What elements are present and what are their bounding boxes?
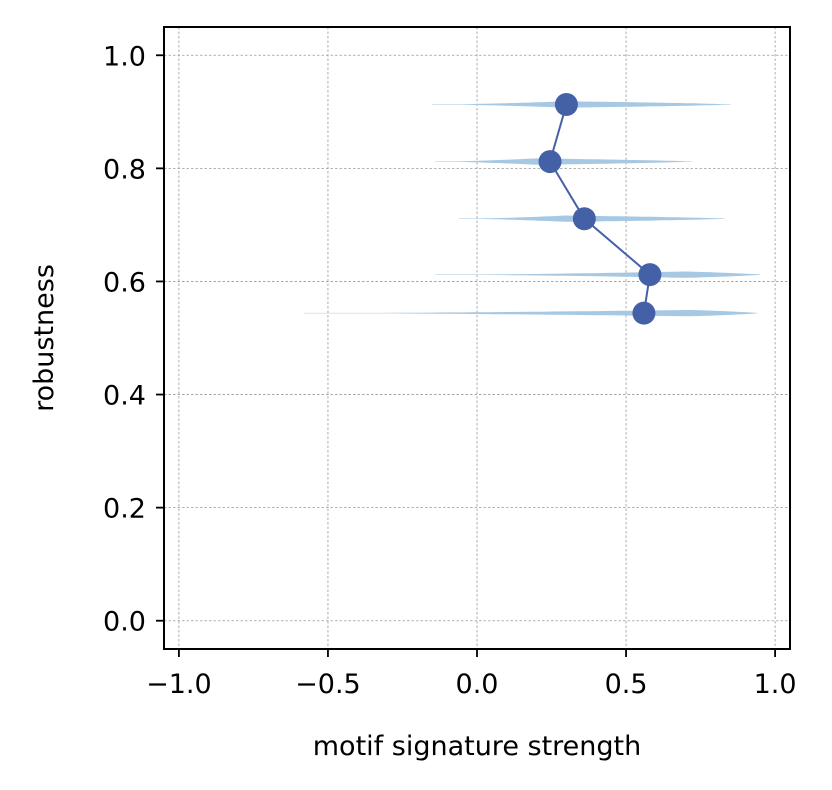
y-tick-label: 0.4 (103, 381, 146, 412)
distribution-violin (435, 158, 692, 165)
data-point (572, 207, 596, 231)
x-axis-title: motif signature strength (313, 731, 641, 762)
y-axis-title: robustness (29, 264, 60, 412)
data-point (538, 150, 562, 174)
x-tick-label: −0.5 (295, 669, 361, 700)
distribution-violin (432, 101, 731, 108)
x-tick-label: −1.0 (146, 669, 212, 700)
y-tick-label: 0.2 (103, 494, 146, 525)
x-tick-label: 0.5 (605, 669, 648, 700)
axis-ticks: −1.0 −0.5 0.0 0.5 1.0 0.0 0.2 0.4 0.6 0.8 1.0 (103, 41, 797, 700)
x-tick-label: 1.0 (754, 669, 797, 700)
grid (164, 27, 790, 649)
y-tick-label: 0.0 (103, 607, 146, 638)
y-tick-label: 0.6 (103, 267, 146, 298)
data-point (632, 301, 656, 325)
y-tick-label: 0.8 (103, 154, 146, 185)
distribution-violins (304, 101, 761, 317)
data-point (638, 263, 662, 287)
data-point (554, 92, 578, 116)
x-tick-label: 0.0 (456, 669, 499, 700)
distribution-violin (435, 271, 761, 278)
y-tick-label: 1.0 (103, 41, 146, 72)
series-markers (538, 92, 662, 325)
distribution-violin (304, 310, 758, 317)
